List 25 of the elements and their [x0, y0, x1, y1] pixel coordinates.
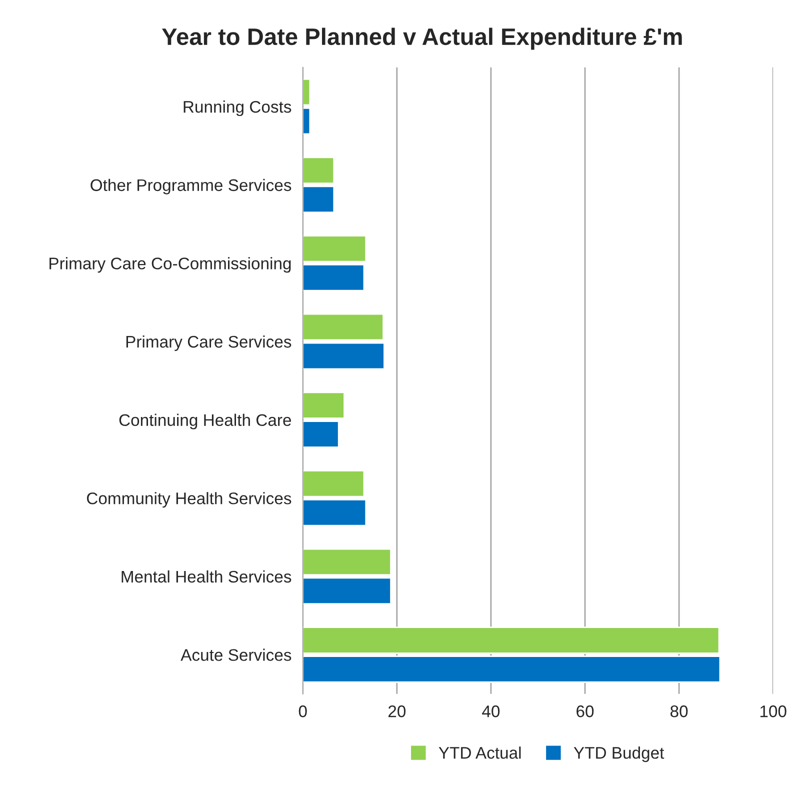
y-tick-label: Continuing Health Care: [119, 414, 292, 430]
y-tick-label: Community Health Services: [86, 492, 292, 508]
bar: [302, 577, 392, 605]
bar: [302, 313, 384, 341]
x-tick-label: 60: [576, 705, 594, 718]
legend-label: YTD Actual: [438, 746, 521, 759]
y-tick-label: Primary Care Services: [126, 335, 292, 351]
bar: [302, 470, 365, 498]
chart-title: Year to Date Planned v Actual Expenditure £'m: [162, 28, 682, 50]
bar: [302, 548, 392, 576]
legend-label: YTD Budget: [574, 746, 664, 762]
bar: [302, 342, 385, 370]
bar: [302, 498, 367, 526]
y-tick-label: Acute Services: [180, 648, 292, 661]
y-tick-label: Other Programme Services: [90, 178, 292, 194]
y-tick-label: Primary Care Co-Commissioning: [50, 257, 291, 273]
x-tick-label: 100: [760, 705, 786, 718]
y-tick-label: Running Costs: [184, 100, 292, 116]
x-tick-label: 80: [670, 705, 688, 718]
y-tick-label: Mental Health Services: [122, 570, 292, 583]
x-tick-label: 20: [388, 705, 406, 718]
x-tick-label: 0: [298, 705, 307, 718]
x-tick-label: 40: [482, 705, 500, 718]
bar: [302, 78, 311, 106]
bar: [302, 107, 311, 135]
